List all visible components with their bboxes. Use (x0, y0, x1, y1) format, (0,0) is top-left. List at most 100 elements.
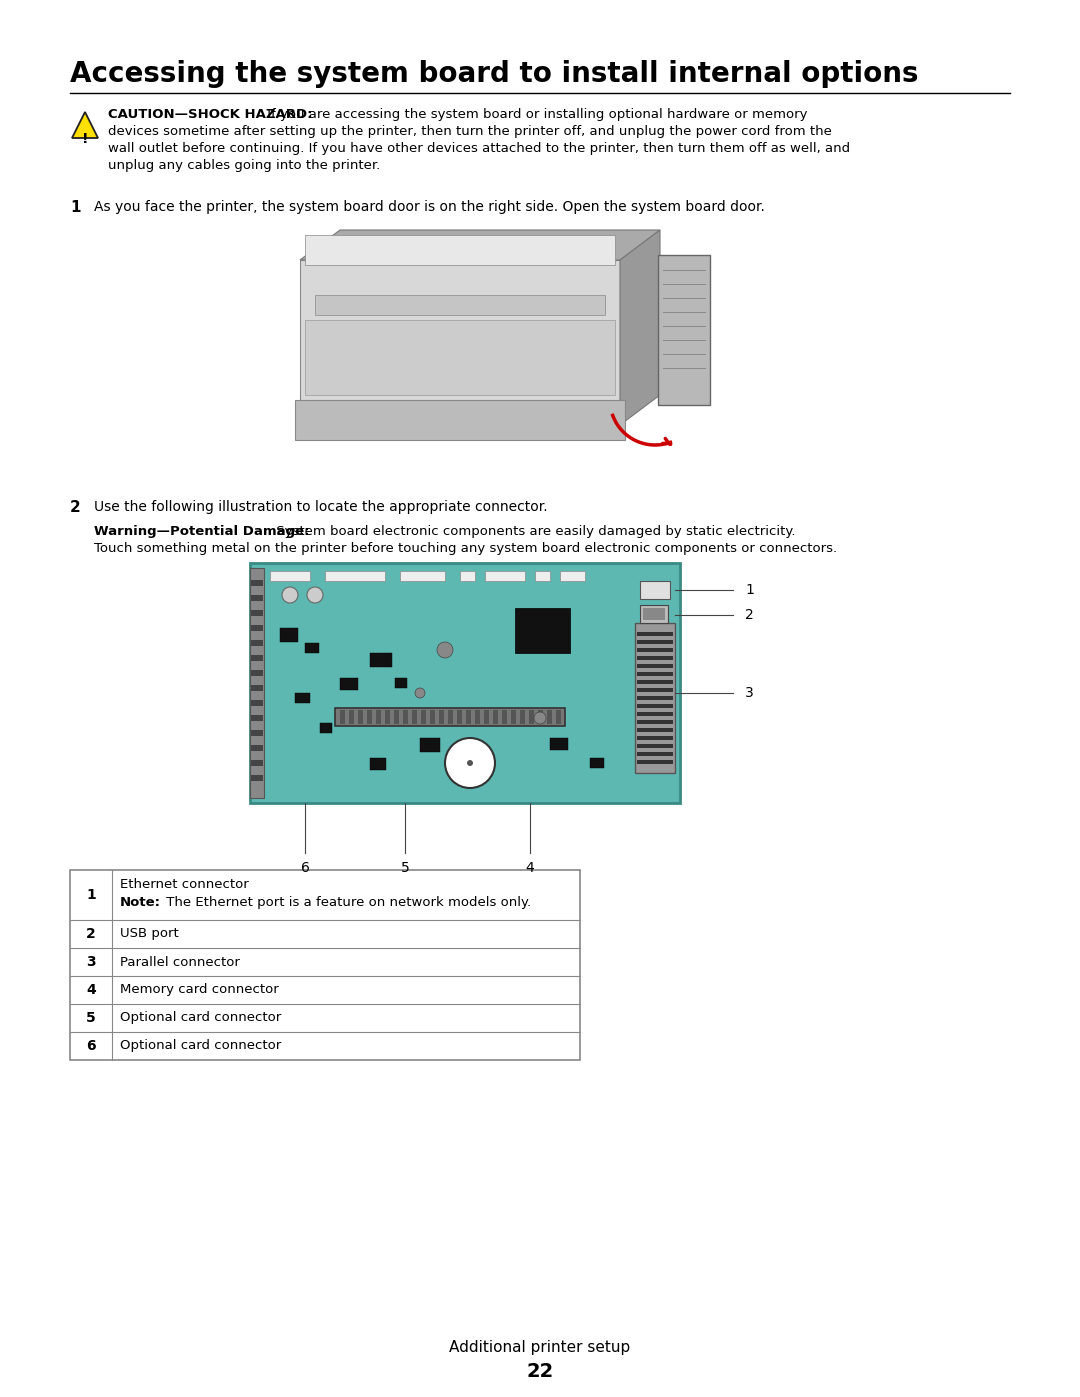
Text: Accessing the system board to install internal options: Accessing the system board to install in… (70, 60, 918, 88)
Bar (637, 687, 673, 692)
Bar (485, 571, 525, 581)
Text: Warning—Potential Damage:: Warning—Potential Damage: (94, 525, 310, 538)
Circle shape (282, 587, 298, 604)
Bar (249, 563, 680, 803)
Text: 6: 6 (86, 1039, 96, 1053)
Bar (637, 752, 673, 756)
Bar (637, 719, 673, 724)
Bar (637, 657, 673, 659)
Bar (637, 736, 673, 740)
Bar (590, 759, 604, 768)
Text: 2: 2 (70, 500, 81, 515)
Bar (420, 738, 440, 752)
Bar (637, 760, 673, 764)
Polygon shape (300, 231, 660, 260)
Bar (529, 710, 534, 724)
Bar (556, 710, 561, 724)
Text: Memory card connector: Memory card connector (120, 983, 279, 996)
Bar (475, 710, 480, 724)
Text: 1: 1 (86, 888, 96, 902)
Bar (251, 731, 264, 736)
Bar (519, 710, 525, 724)
Text: unplug any cables going into the printer.: unplug any cables going into the printer… (108, 159, 380, 172)
Bar (502, 710, 507, 724)
Bar (251, 624, 264, 631)
Text: USB port: USB port (120, 928, 179, 940)
Bar (349, 710, 354, 724)
Bar (421, 710, 426, 724)
Circle shape (534, 712, 546, 724)
Text: 3: 3 (86, 956, 96, 970)
Bar (637, 704, 673, 708)
Bar (251, 655, 264, 661)
Bar (492, 710, 498, 724)
Bar (370, 652, 392, 666)
Bar (465, 710, 471, 724)
Bar (515, 608, 570, 652)
Bar (535, 571, 550, 581)
Bar (340, 678, 357, 690)
Bar (251, 700, 264, 705)
Text: Touch something metal on the printer before touching any system board electronic: Touch something metal on the printer bef… (94, 542, 837, 555)
Bar (249, 569, 264, 798)
Bar (640, 605, 669, 623)
Polygon shape (620, 231, 660, 425)
Bar (635, 623, 675, 773)
Bar (460, 571, 475, 581)
Bar (637, 640, 673, 644)
Text: 5: 5 (401, 861, 409, 875)
Bar (637, 745, 673, 747)
Text: 4: 4 (526, 861, 535, 875)
Bar (448, 710, 453, 724)
Text: Ethernet connector: Ethernet connector (120, 877, 248, 891)
Text: Optional card connector: Optional card connector (120, 1011, 281, 1024)
Bar (367, 710, 372, 724)
Bar (637, 631, 673, 636)
Circle shape (415, 687, 426, 698)
Bar (637, 712, 673, 717)
Text: 1: 1 (70, 200, 81, 215)
Bar (384, 710, 390, 724)
Bar (394, 710, 399, 724)
Polygon shape (300, 260, 620, 425)
Bar (637, 680, 673, 685)
Text: 22: 22 (526, 1362, 554, 1382)
Bar (640, 581, 670, 599)
Text: Additional printer setup: Additional printer setup (449, 1340, 631, 1355)
Text: Optional card connector: Optional card connector (120, 1039, 281, 1052)
Bar (403, 710, 408, 724)
Bar (280, 629, 298, 643)
Bar (340, 710, 345, 724)
Polygon shape (305, 235, 615, 265)
Bar (637, 728, 673, 732)
Text: If you are accessing the system board or installing optional hardware or memory: If you are accessing the system board or… (264, 108, 808, 122)
Bar (643, 608, 665, 620)
Bar (357, 710, 363, 724)
Polygon shape (305, 320, 615, 395)
Circle shape (437, 643, 453, 658)
Bar (438, 710, 444, 724)
Text: !: ! (82, 131, 89, 147)
Text: Parallel connector: Parallel connector (120, 956, 240, 968)
Bar (550, 738, 568, 750)
Bar (270, 571, 310, 581)
Text: 6: 6 (300, 861, 310, 875)
Text: devices sometime after setting up the printer, then turn the printer off, and un: devices sometime after setting up the pr… (108, 124, 832, 138)
Bar (251, 640, 264, 645)
Bar (430, 710, 435, 724)
Text: 3: 3 (745, 686, 754, 700)
Bar (251, 775, 264, 781)
Bar (325, 571, 384, 581)
Bar (251, 715, 264, 721)
Bar (457, 710, 462, 724)
Text: 2: 2 (86, 928, 96, 942)
Text: wall outlet before continuing. If you have other devices attached to the printer: wall outlet before continuing. If you ha… (108, 142, 850, 155)
Bar (546, 710, 552, 724)
Bar (395, 678, 407, 687)
Bar (251, 610, 264, 616)
Text: Note:: Note: (120, 895, 161, 909)
Bar (400, 571, 445, 581)
Text: 4: 4 (86, 983, 96, 997)
Bar (295, 693, 310, 703)
Bar (320, 724, 332, 733)
